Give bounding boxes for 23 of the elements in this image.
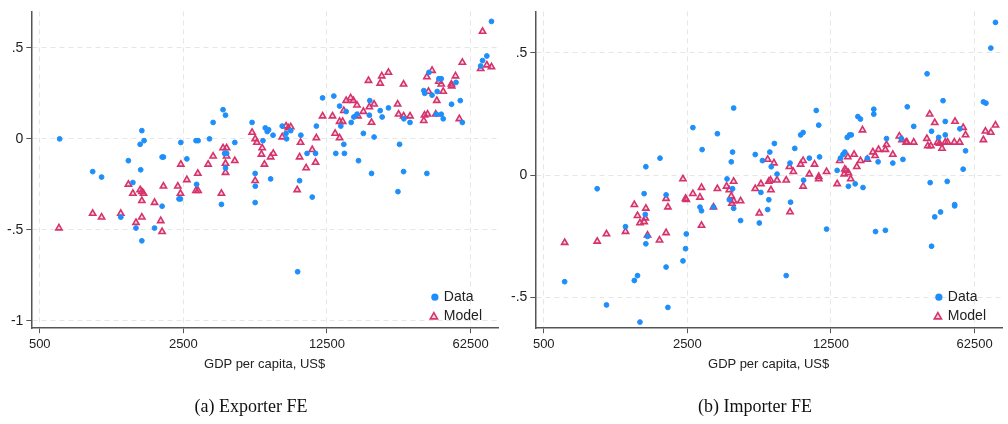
x-tick-label: 62500 xyxy=(956,335,993,351)
x-tick-label: 12500 xyxy=(812,335,850,351)
legend-label: Model xyxy=(947,307,987,324)
y-tick-label: -.5 xyxy=(510,288,528,305)
y-tick-label: .5 xyxy=(11,38,24,55)
x-tick-label: 2500 xyxy=(672,335,702,351)
legend-label: Data xyxy=(443,288,474,305)
legend-label: Model xyxy=(443,307,483,324)
y-tick-label: 0 xyxy=(519,166,528,183)
text: (a) Exporter FE xyxy=(194,395,308,417)
x-tick-label: 12500 xyxy=(308,335,346,351)
y-tick-label: 0 xyxy=(15,129,24,146)
x-tick-label: 500 xyxy=(532,335,555,351)
y-tick-label: -1 xyxy=(10,311,24,328)
y-tick-label: -.5 xyxy=(6,220,24,237)
x-tick-label: 500 xyxy=(28,335,51,351)
legend-label: Data xyxy=(947,288,978,305)
x-axis-title: GDP per capita, US$ xyxy=(204,356,327,372)
x-axis-title: GDP per capita, US$ xyxy=(708,356,831,372)
x-tick-label: 2500 xyxy=(168,335,198,351)
x-tick-label: 62500 xyxy=(452,335,489,351)
y-tick-label: .5 xyxy=(515,43,528,60)
text: (b) Importer FE xyxy=(698,395,812,417)
